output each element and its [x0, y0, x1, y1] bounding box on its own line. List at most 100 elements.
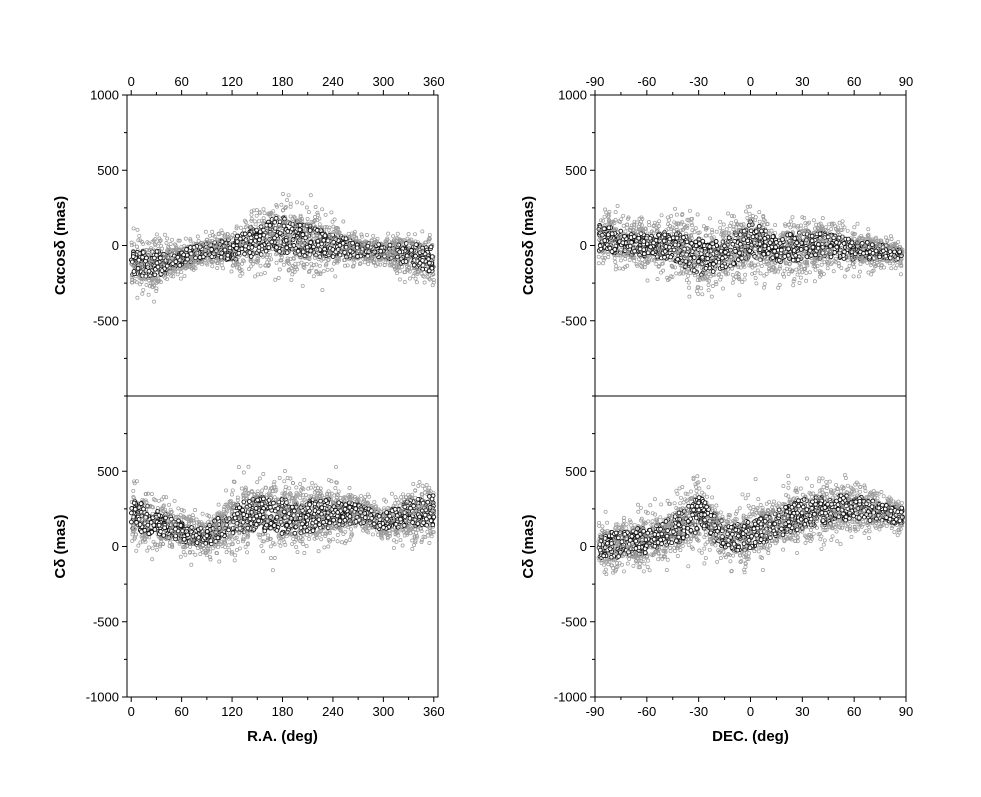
data-point — [397, 249, 402, 255]
data-point — [691, 268, 697, 273]
data-point — [315, 242, 321, 248]
data-point — [256, 245, 262, 250]
data-point — [609, 231, 615, 237]
data-point — [322, 250, 328, 256]
data-point — [378, 248, 384, 254]
data-point — [330, 247, 336, 252]
data-point — [739, 255, 745, 261]
data-point — [197, 255, 203, 260]
data-point — [304, 244, 310, 250]
data-point — [772, 248, 777, 254]
data-point — [641, 247, 647, 252]
data-point — [135, 266, 141, 271]
data-point — [240, 271, 245, 276]
top-x-tick-label: 360 — [423, 74, 445, 89]
data-point — [413, 242, 419, 247]
data-point — [779, 247, 784, 253]
data-point — [656, 232, 662, 238]
data-point — [265, 253, 270, 257]
data-point — [261, 232, 267, 238]
data-point — [234, 239, 240, 244]
data-point — [254, 227, 260, 233]
data-point — [836, 235, 842, 241]
data-point — [177, 263, 183, 268]
data-point — [320, 288, 325, 293]
data-point — [411, 262, 417, 268]
data-point — [135, 227, 140, 232]
data-point — [321, 237, 327, 243]
data-point — [733, 248, 738, 254]
data-point — [242, 251, 247, 257]
data-point — [315, 238, 321, 244]
data-point — [173, 259, 179, 264]
data-point — [325, 267, 330, 272]
data-point — [184, 247, 189, 252]
data-point — [837, 247, 843, 253]
data-point — [308, 240, 314, 245]
data-point — [780, 237, 785, 242]
top-x-tick-label: 0 — [128, 74, 135, 89]
data-point — [417, 260, 423, 266]
top-x-tick-label: 180 — [272, 74, 294, 89]
data-point — [607, 245, 613, 251]
data-point — [222, 247, 228, 253]
data-point — [759, 228, 764, 234]
data-point — [185, 256, 190, 262]
data-point — [834, 240, 839, 245]
data-point — [397, 277, 402, 282]
data-point — [816, 242, 821, 247]
data-point — [674, 235, 680, 241]
data-point — [248, 254, 254, 259]
data-point — [183, 236, 188, 241]
data-points — [128, 192, 436, 304]
data-point — [313, 205, 318, 209]
data-point — [403, 259, 409, 264]
data-point — [803, 246, 809, 251]
data-point — [311, 244, 316, 250]
data-point — [284, 250, 290, 255]
data-point — [274, 260, 279, 265]
data-point — [267, 223, 273, 228]
data-point — [820, 250, 826, 256]
data-point — [158, 255, 163, 261]
data-point — [828, 254, 834, 260]
data-point — [297, 222, 303, 228]
data-point — [762, 236, 768, 241]
data-point — [277, 249, 282, 254]
data-point — [726, 235, 732, 241]
data-point — [409, 248, 414, 253]
data-point — [355, 254, 360, 259]
data-point — [249, 245, 255, 250]
data-point — [291, 243, 297, 248]
data-point — [762, 243, 768, 249]
data-point — [273, 215, 279, 221]
y-tick-label: 1000 — [90, 88, 119, 103]
data-point — [247, 250, 253, 255]
data-point — [671, 247, 677, 253]
data-point — [683, 259, 689, 264]
data-point — [864, 240, 870, 245]
data-point — [605, 232, 611, 237]
data-point — [350, 240, 355, 246]
data-point — [209, 247, 214, 252]
data-point — [236, 250, 242, 256]
data-point — [765, 251, 771, 256]
data-point — [273, 277, 278, 282]
top-x-tick-label: 300 — [373, 74, 395, 89]
data-point — [754, 233, 760, 239]
data-point — [426, 268, 432, 274]
data-point — [297, 227, 303, 233]
data-point — [291, 256, 296, 261]
data-point — [343, 244, 349, 250]
data-point — [741, 237, 747, 242]
data-point — [751, 240, 757, 246]
y-tick-label: 0 — [112, 238, 119, 253]
top-x-tick-label: 120 — [221, 74, 243, 89]
data-point — [191, 245, 197, 250]
data-point — [242, 231, 248, 237]
data-point — [810, 244, 816, 250]
data-point — [343, 236, 349, 242]
data-point — [247, 267, 252, 271]
